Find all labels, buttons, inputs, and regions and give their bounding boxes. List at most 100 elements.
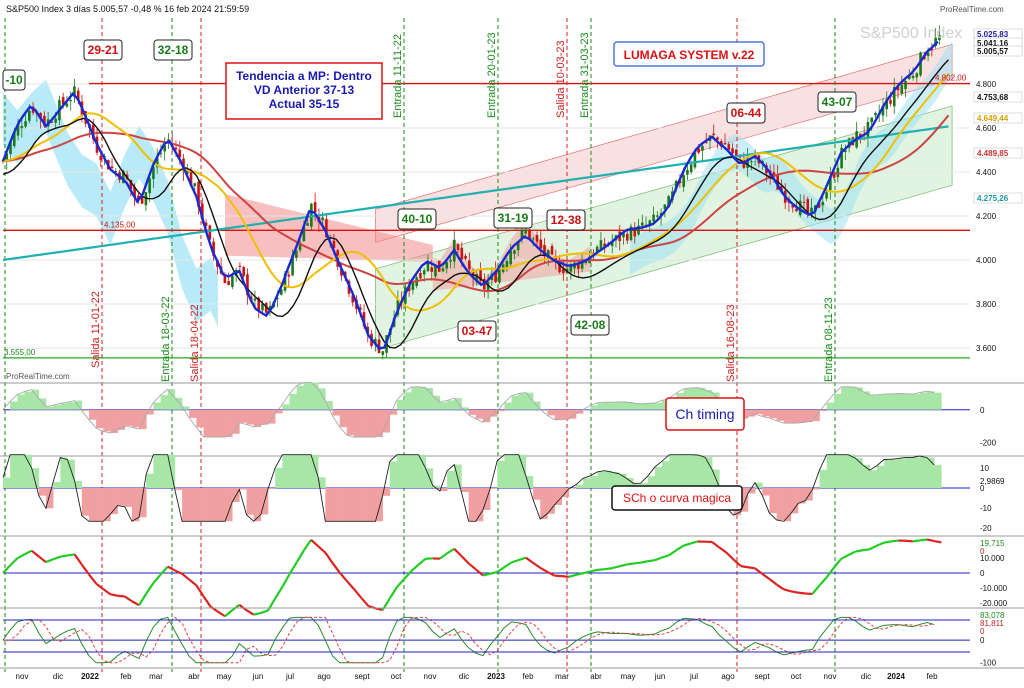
- osc-area-bar: [125, 410, 132, 426]
- osc-area-bar: [913, 457, 920, 488]
- candle-body: [750, 161, 753, 162]
- candle-body: [626, 234, 629, 241]
- trend-box-line: Tendencia a MP: Dentro: [236, 69, 372, 83]
- osc-area-bar: [168, 389, 175, 409]
- osc-area-bar: [24, 455, 31, 488]
- candle-body: [916, 73, 919, 77]
- candle-body: [833, 174, 836, 178]
- osc-area-bar: [504, 403, 511, 410]
- osc-area-bar: [884, 460, 891, 488]
- candle-body: [306, 223, 309, 226]
- panel-tick-label: 0: [980, 636, 985, 645]
- signal-label: Entrada 31-03-23: [579, 32, 591, 118]
- osc-area-bar: [748, 488, 755, 493]
- candle-body: [193, 183, 196, 186]
- osc-area-bar: [863, 391, 870, 409]
- osc-area-bar: [555, 410, 562, 420]
- osc-area-bar: [153, 403, 160, 410]
- osc-area-bar: [239, 410, 246, 423]
- watermark: S&P500 Index: [860, 25, 962, 42]
- osc-area-bar: [82, 488, 89, 516]
- osc-area-bar: [805, 410, 812, 422]
- osc-area-bar: [920, 456, 927, 488]
- candle-body: [66, 104, 69, 107]
- candle-body: [506, 261, 509, 268]
- osc-area-bar: [290, 455, 297, 488]
- osc-area-bar: [884, 394, 891, 410]
- system-box-text: LUMAGA SYSTEM v.22: [624, 48, 755, 62]
- price-tick-label: 4.400: [976, 168, 997, 177]
- candle-body: [724, 143, 727, 144]
- osc-area-bar: [132, 410, 139, 428]
- osc-area-bar: [691, 455, 698, 488]
- osc-area-bar: [612, 402, 619, 410]
- osc-area-bar: [218, 410, 225, 437]
- trend-box-line: VD Anterior 37-13: [254, 83, 355, 97]
- osc-area-bar: [282, 404, 289, 409]
- candle-body: [464, 256, 467, 259]
- candle-body: [382, 351, 385, 355]
- panel-tick-label: -10.000: [980, 584, 1008, 593]
- candle-body: [539, 240, 542, 249]
- price-tick-label: 4.000: [976, 256, 997, 265]
- osc-area-bar: [877, 466, 884, 488]
- osc-area-bar: [476, 410, 483, 419]
- osc-area-bar: [598, 472, 605, 488]
- candle-body: [457, 244, 460, 250]
- osc-area-bar: [512, 455, 519, 488]
- osc-area-bar: [891, 394, 898, 410]
- candle-body: [498, 270, 501, 283]
- osc-area-bar: [920, 393, 927, 410]
- osc-area-bar: [705, 457, 712, 488]
- osc-area-bar: [232, 410, 239, 434]
- x-tick-label: nov: [824, 672, 837, 681]
- candle-body: [806, 199, 809, 212]
- osc-area-bar: [10, 401, 17, 409]
- candle-body: [810, 208, 813, 213]
- osc-area-bar: [605, 471, 612, 488]
- osc-area-bar: [239, 488, 246, 489]
- osc-area-bar: [82, 410, 89, 411]
- osc-area-bar: [46, 407, 53, 410]
- osc-area-bar: [297, 455, 304, 488]
- x-tick-label: jul: [689, 672, 698, 681]
- osc-area-bar: [834, 455, 841, 488]
- osc-area-bar: [347, 488, 354, 521]
- osc-area-bar: [103, 488, 110, 521]
- osc-area-bar: [211, 410, 218, 437]
- osc-area-bar: [870, 470, 877, 488]
- signal-label: Entrada 18-03-22: [160, 296, 172, 382]
- x-tick-label: mar: [149, 672, 163, 681]
- osc-area-bar: [798, 410, 805, 423]
- osc-area-bar: [812, 488, 819, 489]
- x-tick-label: feb: [926, 672, 938, 681]
- x-tick-label: sept: [754, 672, 770, 681]
- osc-area-bar: [53, 482, 60, 488]
- osc-area-bar: [934, 465, 941, 488]
- osc-line-segment: [920, 539, 927, 540]
- osc-area-bar: [777, 410, 784, 421]
- candle-body: [735, 150, 738, 156]
- osc-area-bar: [161, 455, 168, 488]
- osc-area-bar: [641, 404, 648, 410]
- osc-area-bar: [655, 467, 662, 488]
- osc-area-bar: [311, 382, 318, 409]
- osc-area-bar: [225, 410, 232, 437]
- credit-top: ProRealTime.com: [6, 372, 70, 381]
- candle-body: [449, 260, 452, 262]
- osc-area-bar: [89, 488, 96, 521]
- count-box-text: 03-47: [462, 324, 493, 338]
- osc-area-bar: [762, 410, 769, 417]
- candle-body: [99, 156, 102, 160]
- candle-body: [731, 148, 734, 153]
- osc-area-bar: [877, 395, 884, 410]
- osc-line-segment: [118, 596, 125, 597]
- osc-area-bar: [447, 400, 454, 409]
- x-tick-label: feb: [120, 672, 132, 681]
- osc-line-segment: [648, 560, 655, 561]
- candle-body: [874, 113, 877, 115]
- panel-tick-label: -20.000: [980, 599, 1008, 608]
- panel-right-label: 2,9869: [980, 477, 1005, 486]
- candle-body: [148, 178, 151, 193]
